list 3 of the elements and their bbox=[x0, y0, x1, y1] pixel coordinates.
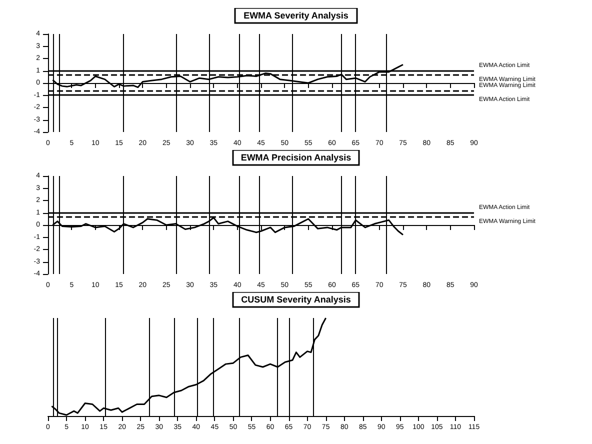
chart-title: EWMA Severity Analysis bbox=[244, 10, 348, 20]
chart-title: CUSUM Severity Analysis bbox=[241, 294, 351, 304]
chart-title: EWMA Precision Analysis bbox=[240, 152, 352, 162]
